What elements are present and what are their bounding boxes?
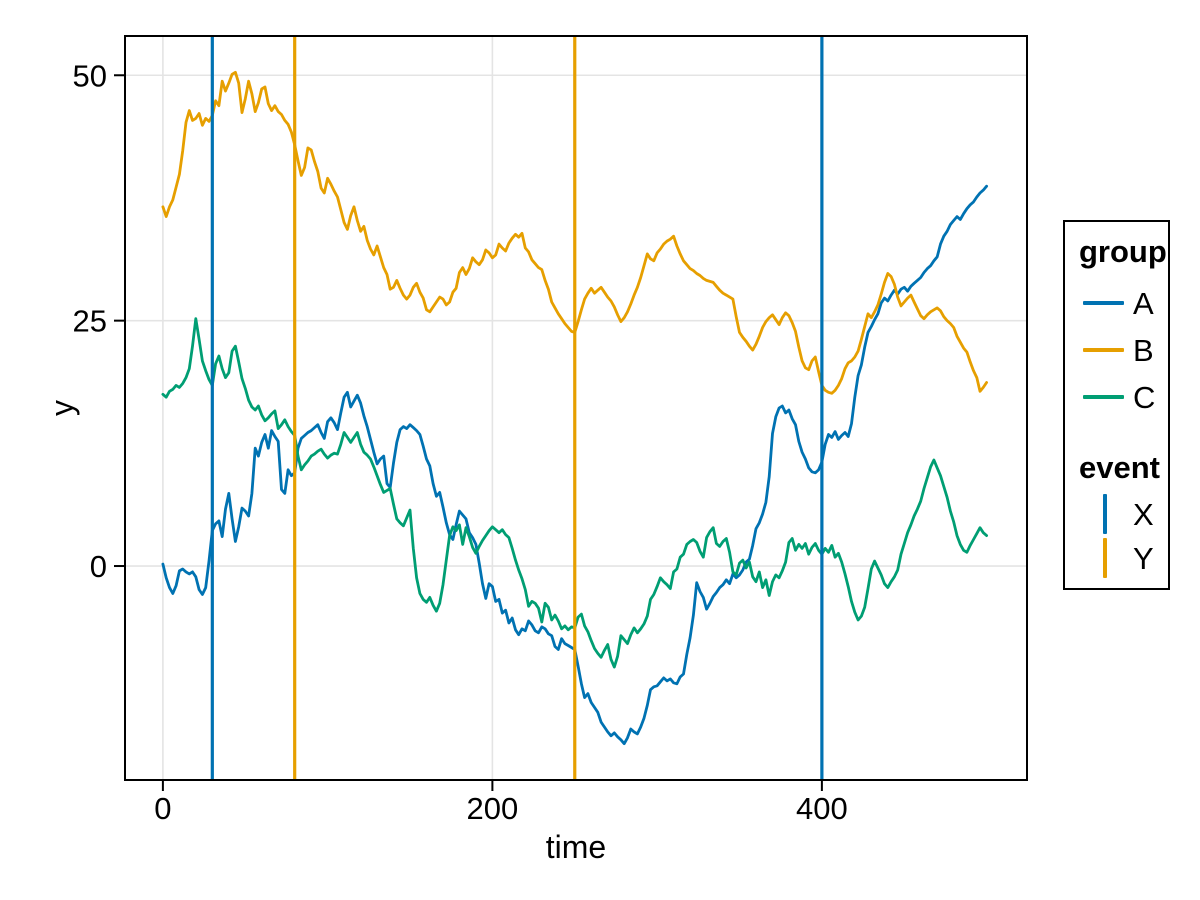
legend-item-Y: Y bbox=[1065, 538, 1168, 578]
legend-event-title: event bbox=[1079, 450, 1160, 485]
legend-item-B: B bbox=[1065, 330, 1168, 370]
legend-label-A: A bbox=[1133, 286, 1154, 321]
legend-group-title: group bbox=[1079, 234, 1167, 269]
legend-swatch-line-B bbox=[1083, 348, 1124, 352]
y-axis-label: y bbox=[44, 400, 80, 416]
legend-swatch-vline-Y bbox=[1103, 538, 1107, 578]
axis-ticks bbox=[114, 74, 823, 791]
legend-item-C: C bbox=[1065, 377, 1168, 417]
y-tick-label: 0 bbox=[90, 549, 107, 584]
event-lines bbox=[210, 36, 824, 780]
legend-label-X: X bbox=[1133, 497, 1154, 532]
legend-label-Y: Y bbox=[1133, 541, 1154, 576]
y-tick-label: 25 bbox=[73, 304, 107, 339]
legend-item-A: A bbox=[1065, 283, 1168, 323]
y-tick-label: 50 bbox=[73, 58, 107, 93]
legend-swatch-line-C bbox=[1083, 395, 1124, 399]
x-tick-label: 400 bbox=[796, 791, 848, 826]
plot-border bbox=[124, 35, 1028, 781]
x-tick-label: 0 bbox=[154, 791, 171, 826]
legend-label-C: C bbox=[1133, 380, 1156, 415]
legend-label-B: B bbox=[1133, 333, 1154, 368]
legend: group A B C event X Y bbox=[1063, 220, 1170, 590]
x-axis-label: time bbox=[546, 829, 606, 865]
legend-swatch-line-A bbox=[1083, 301, 1124, 305]
legend-swatch-vline-X bbox=[1103, 494, 1107, 534]
tick-labels: 0 200 400 0 25 50 bbox=[73, 58, 848, 826]
x-tick-label: 200 bbox=[467, 791, 519, 826]
legend-item-X: X bbox=[1065, 494, 1168, 534]
